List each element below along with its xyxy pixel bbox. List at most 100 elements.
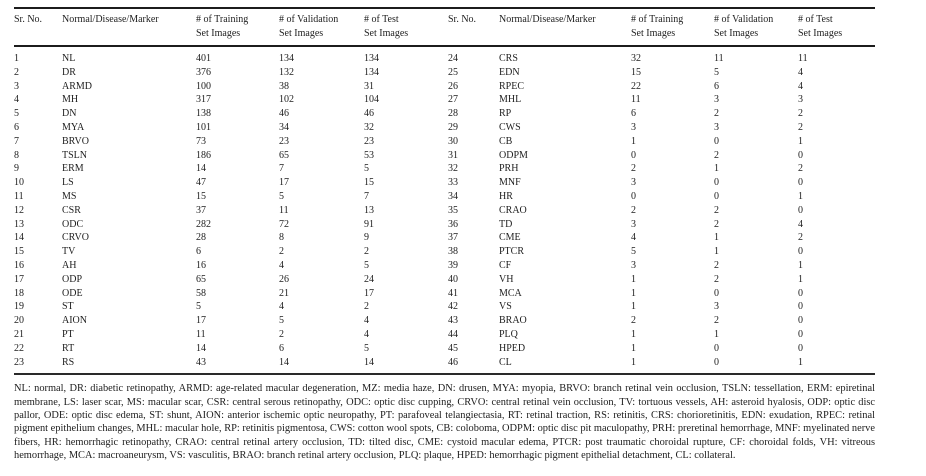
table-cell: 9	[364, 232, 369, 244]
table-cell: 16	[14, 259, 24, 271]
table-cell: 0	[798, 315, 803, 327]
table-cell: 17	[364, 287, 374, 299]
table-cell: 3	[631, 121, 636, 133]
table-cell: 2	[714, 259, 719, 271]
dataset-distribution-table: Sr. No. Normal/Disease/Marker # of Train…	[14, 7, 875, 376]
table-row: 10 LS 47 17 15 33 MNF 3 0 0	[14, 176, 875, 190]
table-cell: 4	[364, 315, 369, 327]
table-cell: 43	[448, 315, 458, 327]
table-cell: 19	[14, 301, 24, 313]
table-cell: 1	[798, 190, 803, 202]
table-cell: TV	[62, 246, 76, 258]
table-cell: ARMD	[62, 80, 93, 92]
table-cell: PLQ	[499, 328, 518, 340]
table-cell: 41	[448, 287, 458, 299]
table-cell: ERM	[62, 163, 84, 175]
table-cell: 138	[196, 108, 211, 120]
header-training-line1: # of Training	[196, 14, 249, 25]
table-cell: PTCR	[499, 246, 525, 258]
header-marker-right: Normal/Disease/Marker	[499, 8, 631, 47]
table-cell: CSR	[62, 204, 81, 216]
table-cell: 21	[279, 287, 289, 299]
table-cell: DR	[62, 66, 76, 78]
table-cell: 2	[631, 315, 636, 327]
table-cell: 46	[279, 108, 289, 120]
table-cell: 6	[279, 342, 284, 354]
table-cell: 2	[631, 204, 636, 216]
table-cell: 5	[364, 163, 369, 175]
table-cell: 0	[714, 190, 719, 202]
table-body: 1 NL 401 134 134 24 CRS 32 11 11 2 DR 376 132 134 25 EDN…	[14, 46, 875, 374]
table-cell: 22	[631, 80, 641, 92]
table-cell: 4	[798, 66, 803, 78]
header-validation-left: # of Validation Set Images	[279, 8, 364, 47]
table-cell: 43	[196, 356, 206, 368]
table-cell: 0	[631, 149, 636, 161]
table-cell: 5	[714, 66, 719, 78]
table-cell: 5	[631, 246, 636, 258]
table-cell: 46	[364, 108, 374, 120]
table-cell: 1	[631, 342, 636, 354]
header-training-line2: Set Images	[196, 28, 241, 39]
table-cell: 15	[631, 66, 641, 78]
header-training-line1: # of Training	[631, 14, 684, 25]
table-cell: 11	[631, 94, 641, 106]
table-row: 14 CRVO 28 8 9 37 CME 4 1 2	[14, 231, 875, 245]
table-cell: 13	[364, 204, 374, 216]
table-cell: CF	[499, 259, 512, 271]
table-cell: 1	[714, 246, 719, 258]
table-cell: 11	[714, 53, 724, 64]
table-cell: PRH	[499, 163, 519, 175]
table-cell: 1	[714, 232, 719, 244]
table-header: Sr. No. Normal/Disease/Marker # of Train…	[14, 8, 875, 47]
table-cell: 4	[798, 80, 803, 92]
table-row: 7 BRVO 73 23 23 30 CB 1 0 1	[14, 135, 875, 149]
table-row: 4 MH 317 102 104 27 MHL 11 3 3	[14, 93, 875, 107]
table-cell: 2	[714, 204, 719, 216]
table-cell: 0	[714, 177, 719, 189]
table-cell: 29	[448, 121, 458, 133]
table-row: 13 ODC 282 72 91 36 TD 3 2 4	[14, 218, 875, 232]
table-cell: 14	[364, 356, 374, 368]
table-cell: 37	[196, 204, 206, 216]
header-test-line2: Set Images	[798, 28, 843, 39]
table-cell: 1	[798, 135, 803, 147]
table-cell: BRVO	[62, 135, 89, 147]
table-cell: 1	[14, 53, 19, 64]
table-cell: 1	[714, 328, 719, 340]
table-cell: 38	[448, 246, 458, 258]
table-cell: 134	[279, 53, 294, 64]
table-cell: MH	[62, 94, 79, 106]
table-row: 21 PT 11 2 4 44 PLQ 1 1 0	[14, 328, 875, 342]
table-cell: 38	[279, 80, 289, 92]
table-cell: 5	[279, 315, 284, 327]
table-cell: 0	[714, 135, 719, 147]
table-cell: MCA	[499, 287, 522, 299]
table-cell: 2	[631, 163, 636, 175]
table-cell: 4	[364, 328, 369, 340]
table-cell: 4	[631, 232, 636, 244]
table-cell: 2	[714, 315, 719, 327]
table-cell: 27	[448, 94, 458, 106]
table-row: 20 AION 17 5 4 43 BRAO 2 2 0	[14, 314, 875, 328]
table-cell: RS	[62, 356, 75, 368]
table-cell: VS	[499, 301, 512, 313]
table-cell: 1	[714, 163, 719, 175]
header-validation-line2: Set Images	[279, 28, 324, 39]
table-cell: 42	[448, 301, 458, 313]
table-cell: 11	[798, 53, 808, 64]
table-cell: 0	[714, 287, 719, 299]
table-cell: 73	[196, 135, 206, 147]
table-cell: 3	[14, 80, 19, 92]
table-cell: 34	[279, 121, 289, 133]
table-cell: 134	[364, 53, 379, 64]
table-cell: 2	[798, 232, 803, 244]
table-cell: 45	[448, 342, 458, 354]
table-cell: 40	[448, 273, 458, 285]
table-cell: CL	[499, 356, 512, 368]
table-cell: 5	[196, 301, 201, 313]
table-cell: 2	[714, 218, 719, 230]
table-cell: 4	[14, 94, 19, 106]
table-row: 23 RS 43 14 14 46 CL 1 0 1	[14, 356, 875, 375]
table-cell: 72	[279, 218, 289, 230]
